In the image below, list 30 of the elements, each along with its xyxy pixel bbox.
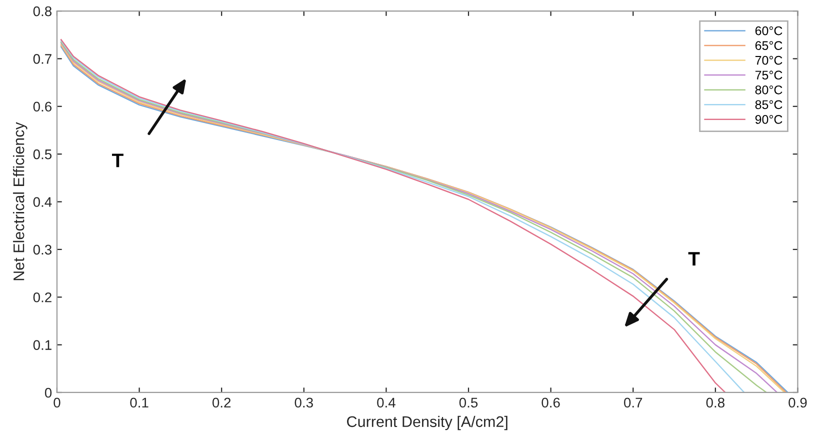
y-tick-label: 0 xyxy=(44,388,52,398)
legend-label: 90°C xyxy=(755,115,782,124)
annotation: T xyxy=(688,252,700,266)
x-tick-label: 0 xyxy=(54,398,60,408)
x-tick-label: 0.8 xyxy=(706,398,724,408)
x-axis-title: Current Density [A/cm2] xyxy=(347,416,508,430)
y-tick-label: 0.7 xyxy=(33,54,52,64)
legend-label: 60°C xyxy=(755,26,782,36)
x-tick-label: 0.1 xyxy=(130,398,148,408)
y-tick-label: 0.3 xyxy=(33,244,52,255)
y-tick-label: 0.4 xyxy=(33,197,52,207)
legend-label: 65°C xyxy=(755,41,782,50)
x-tick-label: 0.3 xyxy=(294,398,313,408)
x-tick-label: 0.6 xyxy=(542,398,560,408)
y-tick-label: 0.8 xyxy=(33,6,52,16)
legend-label: 80°C xyxy=(755,85,782,94)
x-tick-label: 0.2 xyxy=(212,398,231,408)
x-tick-label: 0.5 xyxy=(459,398,478,408)
y-axis-title: Net Electrical Efficiency xyxy=(13,122,28,280)
y-tick-label: 0.6 xyxy=(33,102,52,112)
y-tick-label: 0.5 xyxy=(33,149,52,160)
x-tick-label: 0.9 xyxy=(788,398,807,408)
legend-label: 70°C xyxy=(755,56,782,65)
x-tick-label: 0.4 xyxy=(377,398,396,408)
y-tick-label: 0.1 xyxy=(33,340,52,350)
legend-label: 75°C xyxy=(755,70,782,80)
legend-label: 85°C xyxy=(755,100,782,110)
annotation: T xyxy=(112,154,124,168)
y-tick-label: 0.2 xyxy=(33,292,52,302)
x-tick-label: 0.7 xyxy=(624,398,642,408)
